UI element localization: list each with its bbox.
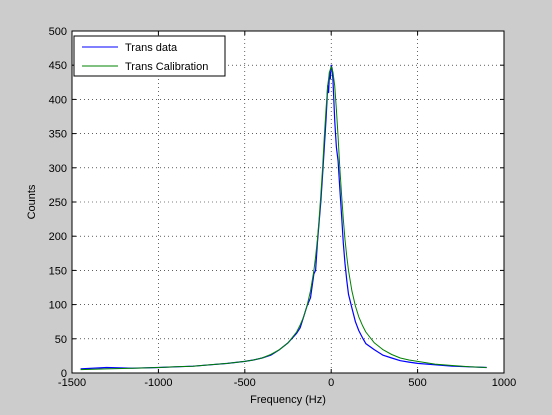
y-tick-label: 350	[49, 129, 67, 141]
y-tick-label: 450	[49, 60, 67, 72]
y-tick-label: 200	[49, 231, 67, 243]
legend-box	[73, 35, 226, 77]
y-axis-label: Counts	[26, 184, 38, 219]
series-line-trans-calibration	[80, 66, 487, 371]
y-tick-label: 500	[49, 26, 67, 38]
y-tick-label: 50	[55, 334, 67, 346]
x-tick-label: 500	[408, 377, 426, 389]
y-tick-label: 150	[49, 265, 67, 277]
y-tick-label: 300	[49, 163, 67, 175]
y-tick-label: 250	[49, 197, 67, 209]
x-tick-label: -1500	[58, 377, 86, 389]
legend-label-trans-calibration: Trans Calibration	[125, 61, 208, 73]
y-tick-label: 0	[61, 368, 67, 380]
y-tick-label: 100	[49, 300, 67, 312]
x-axis-label: Frequency (Hz)	[250, 394, 326, 406]
y-tick-labels: 0 50 100 150 200 250 300 350 400 450 500	[49, 26, 67, 380]
series-layer	[80, 64, 487, 371]
legend: Trans data Trans Calibration	[73, 35, 226, 77]
x-tick-labels: -1500 -1000 -500 0 500 1000	[58, 377, 516, 389]
tick-marks	[71, 30, 505, 374]
x-tick-label: 1000	[492, 377, 516, 389]
x-tick-label: -1000	[144, 377, 172, 389]
x-tick-label: 0	[328, 377, 334, 389]
x-tick-label: -500	[234, 377, 256, 389]
y-tick-label: 400	[49, 94, 67, 106]
legend-label-trans-data: Trans data	[125, 42, 178, 54]
